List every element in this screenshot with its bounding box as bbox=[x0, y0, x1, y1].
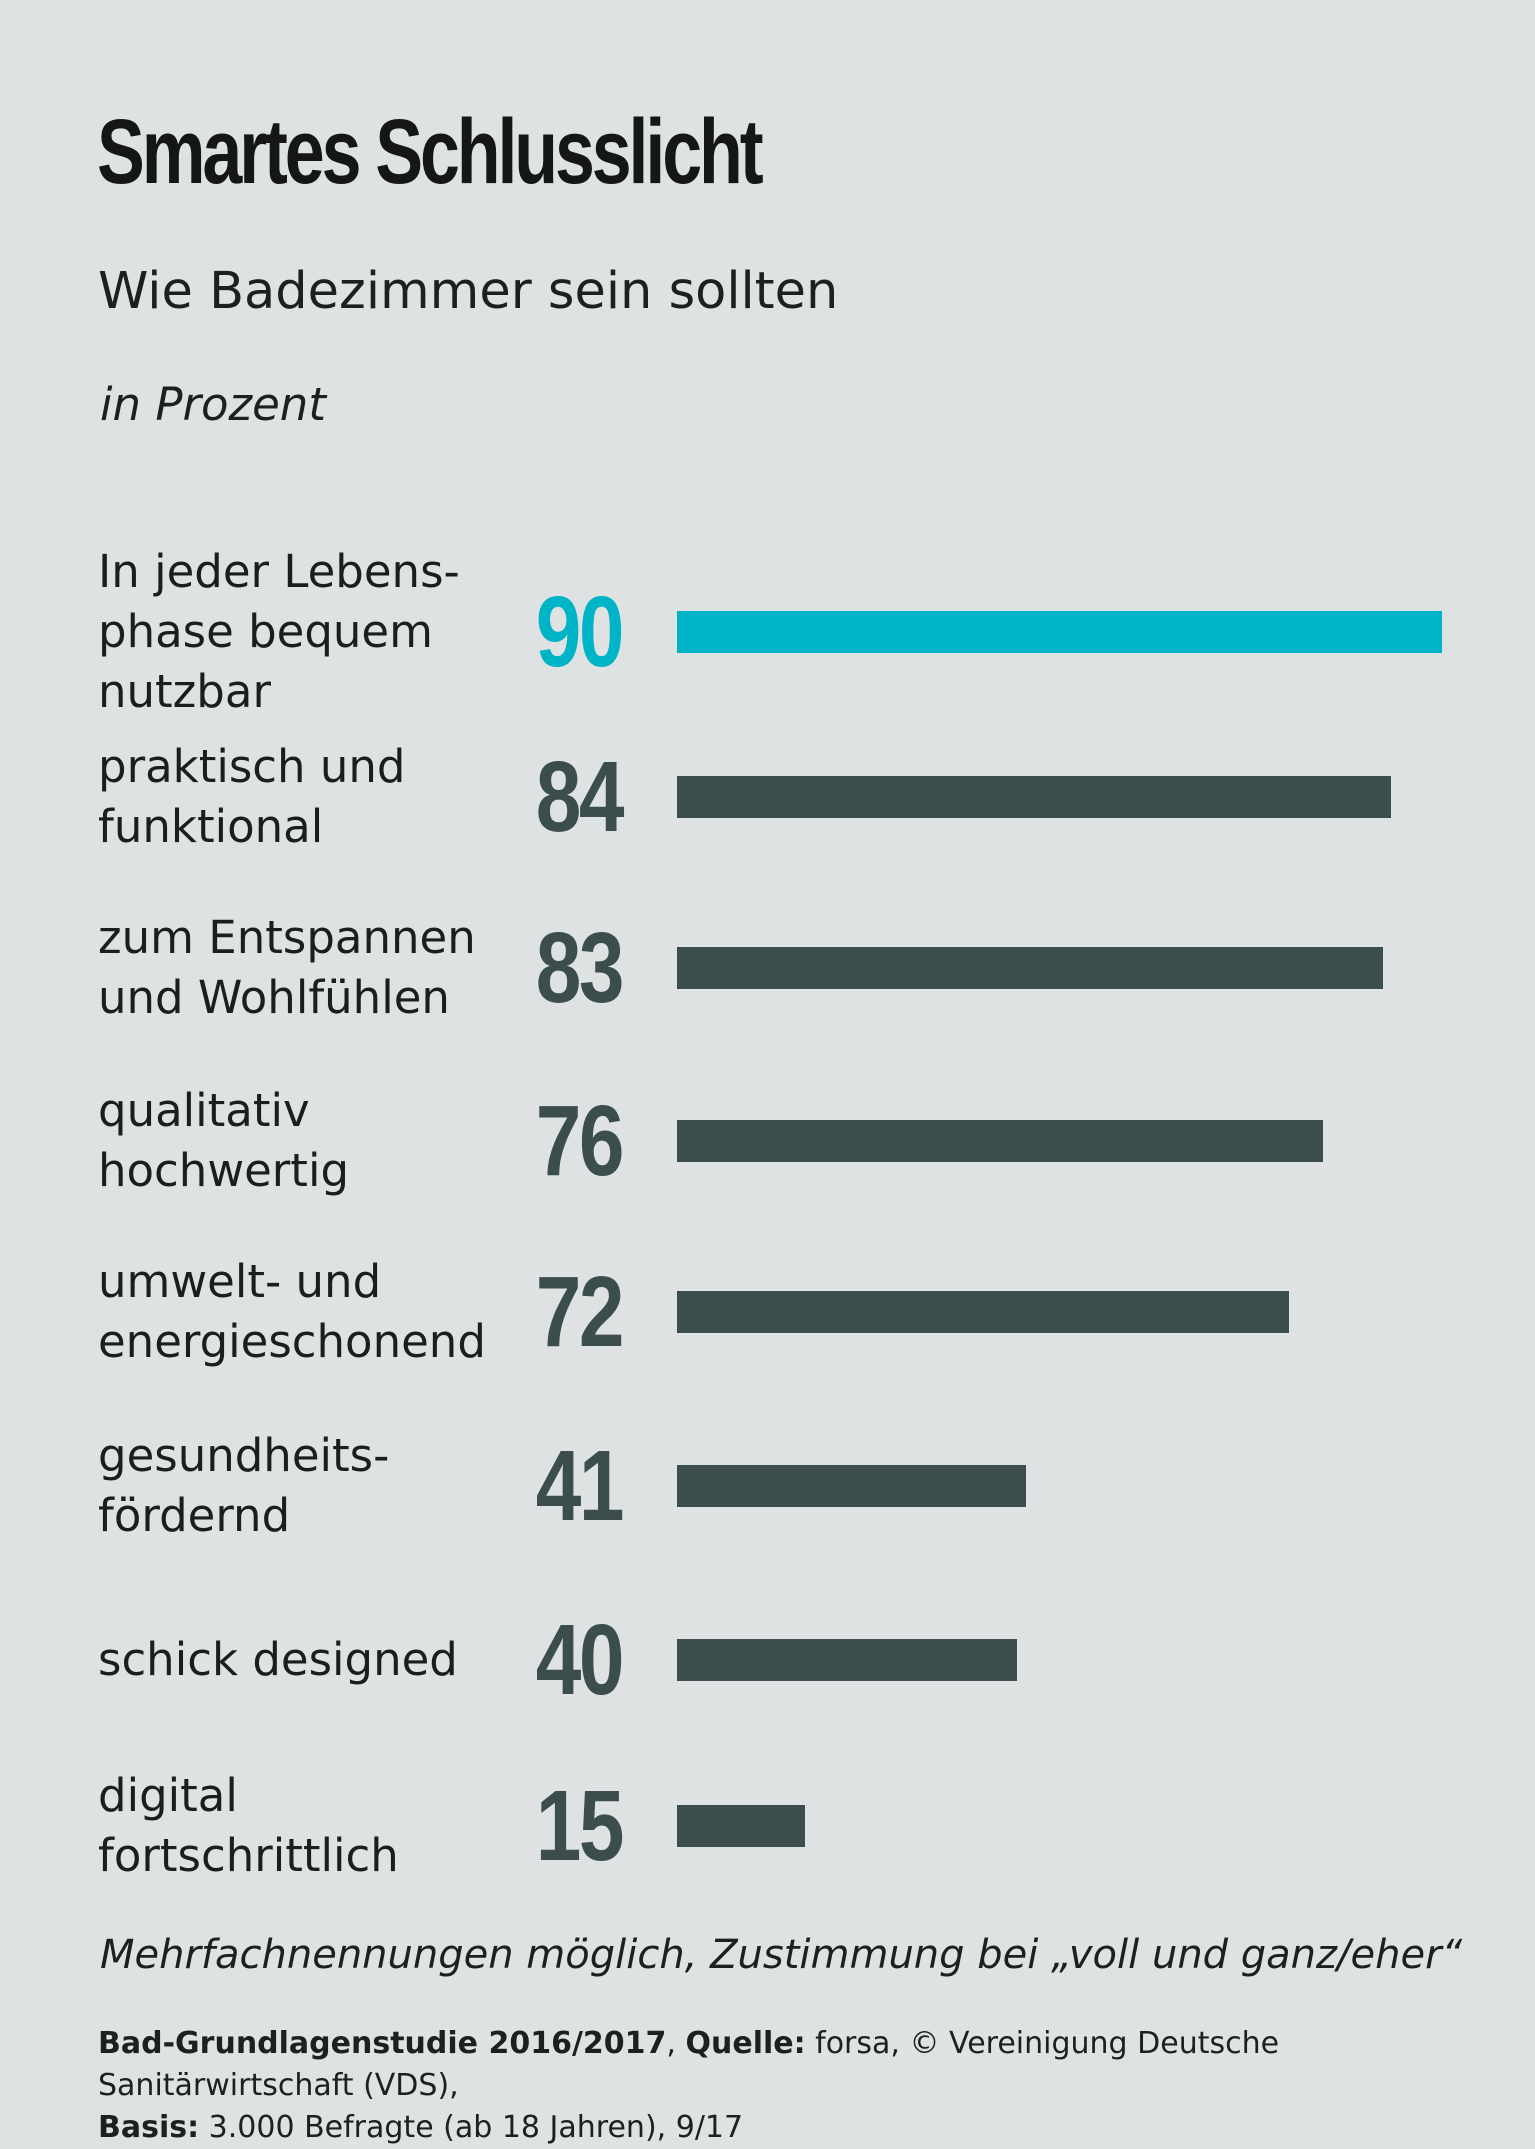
bar bbox=[677, 1120, 1323, 1162]
unit-label: in Prozent bbox=[100, 378, 326, 431]
category-label: schick designed bbox=[98, 1633, 458, 1686]
category-label: In jeder Lebens- phase bequem nutzbar bbox=[98, 545, 460, 718]
bar bbox=[677, 611, 1442, 653]
value-label: 15 bbox=[535, 1770, 625, 1882]
footnote: Mehrfachnennungen möglich, Zustimmung be… bbox=[100, 1932, 1463, 1978]
quelle-text: forsa, © Vereinigung Deutsche Sanitärwir… bbox=[98, 2026, 1280, 2103]
value-label: 83 bbox=[535, 912, 625, 1024]
category-label: digital fortschrittlich bbox=[98, 1769, 399, 1882]
bar bbox=[677, 1465, 1026, 1507]
chart-title: Smartes Schlusslicht bbox=[97, 101, 764, 203]
value-label: 76 bbox=[535, 1085, 625, 1197]
value-label: 84 bbox=[535, 741, 625, 853]
value-label: 72 bbox=[535, 1256, 625, 1368]
bar bbox=[677, 1291, 1289, 1333]
study-label: Bad-Grundlagenstudie 2016/2017 bbox=[98, 2026, 667, 2061]
basis-text: 3.000 Befragte (ab 18 Jahren), 9/17 bbox=[199, 2110, 744, 2145]
category-label: praktisch und funktional bbox=[98, 740, 406, 853]
category-label: qualitativ hochwertig bbox=[98, 1084, 350, 1197]
source-note: Bad-Grundlagenstudie 2016/2017, Quelle: … bbox=[98, 2023, 1498, 2149]
value-label: 90 bbox=[535, 576, 625, 688]
basis-label: Basis: bbox=[98, 2110, 200, 2145]
category-label: umwelt- und energieschonend bbox=[98, 1255, 486, 1368]
source-separator: , bbox=[666, 2026, 686, 2061]
bar bbox=[677, 947, 1383, 989]
chart-subtitle: Wie Badezimmer sein sollten bbox=[98, 262, 839, 321]
value-label: 41 bbox=[535, 1430, 625, 1542]
category-label: zum Entspannen und Wohlfühlen bbox=[98, 911, 476, 1024]
bar bbox=[677, 1639, 1017, 1681]
quelle-label: Quelle: bbox=[685, 2026, 806, 2061]
bar bbox=[677, 776, 1391, 818]
bar bbox=[677, 1805, 805, 1847]
category-label: gesundheits- fördernd bbox=[98, 1429, 390, 1542]
value-label: 40 bbox=[535, 1604, 625, 1716]
